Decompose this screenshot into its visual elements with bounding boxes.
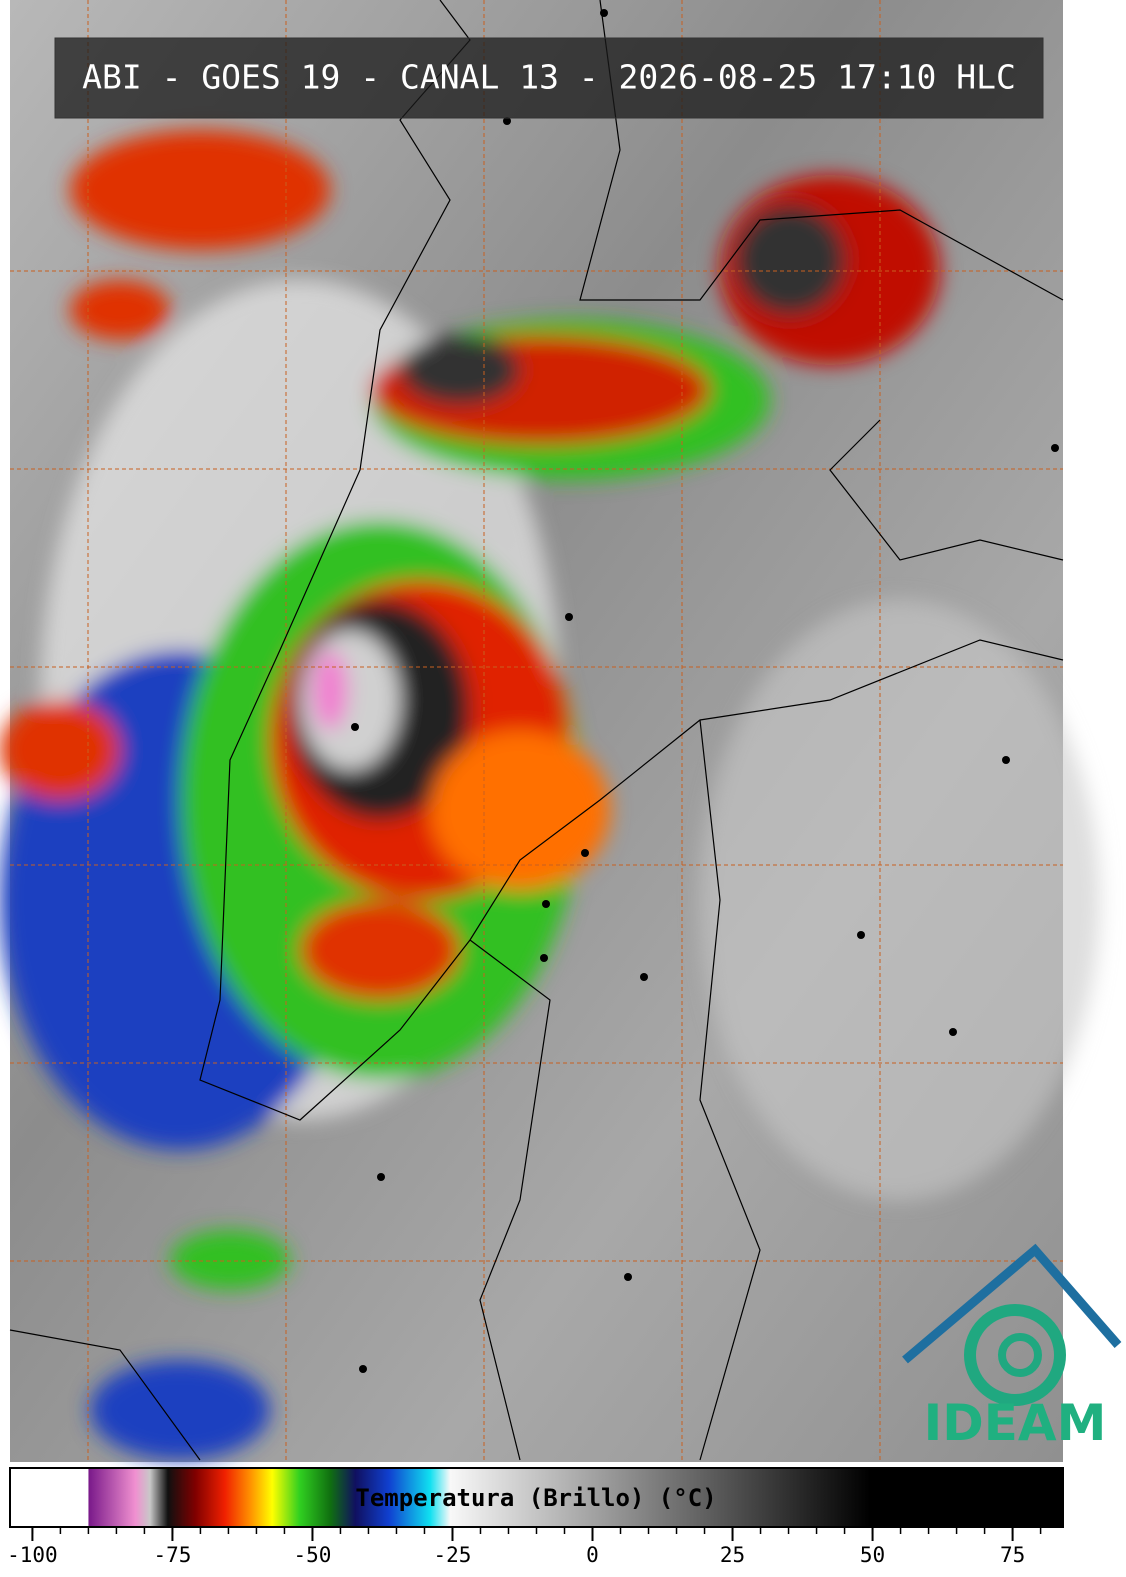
title: ABI - GOES 19 - CANAL 13 - 2026-08-25 17…	[82, 58, 1016, 97]
colorbar-label: Temperatura (Brillo) (°C)	[355, 1484, 716, 1512]
tick-label: 50	[860, 1543, 885, 1567]
tick-label: 25	[720, 1543, 745, 1567]
clouds	[0, 130, 1100, 1460]
tick-label: -25	[434, 1543, 472, 1567]
title-box	[54, 37, 1044, 119]
logo: IDEAM	[902, 1243, 1122, 1452]
tick-label: -50	[293, 1543, 331, 1567]
borders	[9, 0, 1064, 1461]
logo-text: IDEAM	[924, 1394, 1107, 1452]
tick-label: -100	[7, 1543, 58, 1567]
tick-label: 75	[1000, 1543, 1025, 1567]
graticule	[10, 0, 1063, 1462]
tick-label: 0	[586, 1543, 599, 1567]
cities	[351, 9, 1059, 1373]
tick-label: -75	[153, 1543, 191, 1567]
